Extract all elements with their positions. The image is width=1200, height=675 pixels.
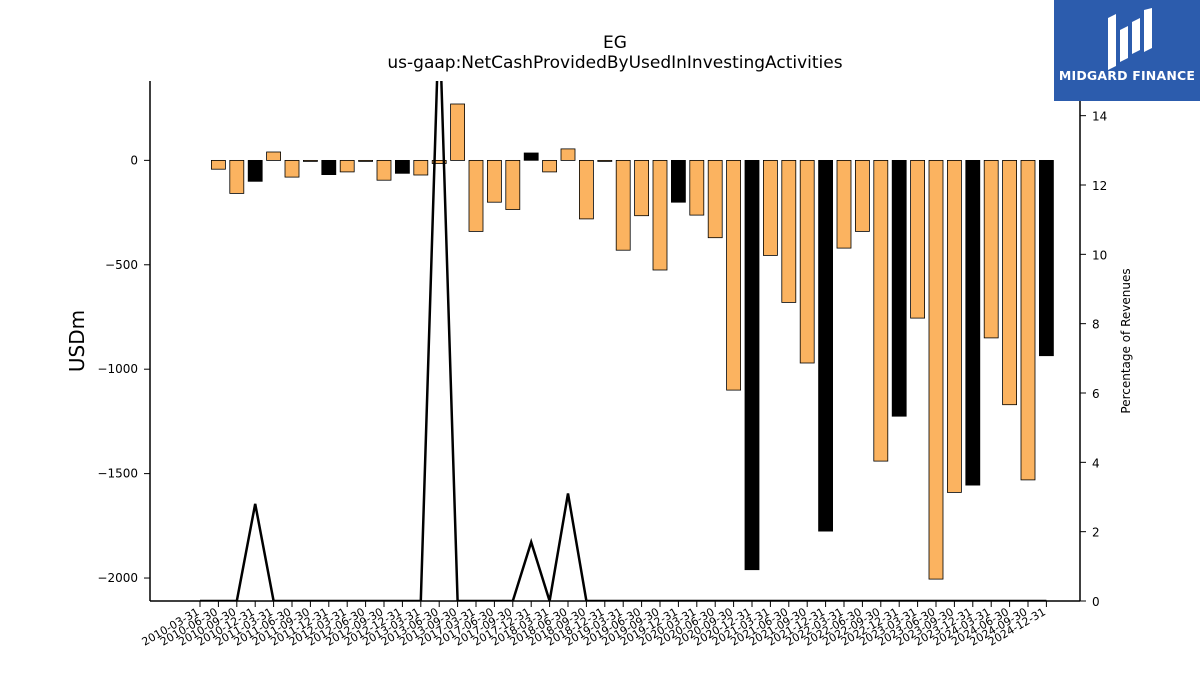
bar [505, 159, 521, 210]
bar [394, 159, 410, 174]
bar [486, 159, 502, 203]
bar [836, 159, 852, 249]
axes-group: 0−500−1000−1500−2000024681012142010-03-3… [97, 81, 1107, 649]
bar [523, 152, 539, 161]
bars-group [210, 103, 1054, 580]
y-right-tick-label: 0 [1092, 595, 1100, 609]
bar [1020, 159, 1036, 481]
bar [910, 159, 925, 319]
bar [597, 159, 613, 162]
y-tick-label: 0 [130, 153, 138, 167]
bar [1039, 159, 1054, 357]
bar [266, 151, 282, 161]
bar [560, 148, 576, 161]
bar [358, 159, 374, 162]
bar [321, 159, 337, 175]
bar [542, 159, 557, 173]
y-right-tick-label: 8 [1092, 318, 1100, 332]
bar [707, 159, 723, 239]
bar [579, 159, 594, 220]
y-tick-label: −2000 [97, 571, 138, 585]
chart-subtitle: us-gaap:NetCashProvidedByUsedInInvesting… [387, 53, 842, 73]
bar [781, 159, 797, 303]
bar [376, 159, 392, 181]
y-right-tick-label: 14 [1092, 110, 1107, 124]
logo: MIDGARD FINANCE [1054, 0, 1200, 101]
bar [671, 159, 686, 203]
bar [763, 159, 778, 256]
bar [210, 159, 226, 170]
bar [634, 159, 649, 217]
logo-mark-icon [1108, 8, 1152, 70]
bar [744, 159, 760, 571]
bar [652, 159, 668, 271]
y-tick-label: −1500 [97, 467, 138, 481]
y-tick-label: −500 [105, 258, 138, 272]
bar [965, 159, 981, 486]
y-right-tick-label: 6 [1092, 387, 1100, 401]
bar [615, 159, 631, 251]
bar [891, 159, 907, 417]
bar [689, 159, 705, 216]
bar [229, 159, 245, 194]
y-axis-label: USDm [65, 310, 89, 372]
bar [983, 159, 999, 339]
y-axis-label-right: Percentage of Revenues [1119, 268, 1133, 413]
bar [726, 159, 741, 391]
y-right-tick-label: 10 [1092, 248, 1107, 262]
bar [468, 159, 484, 232]
bar [947, 159, 962, 493]
y-right-tick-label: 12 [1092, 179, 1107, 193]
logo-text: MIDGARD FINANCE [1058, 68, 1196, 83]
bar [1002, 159, 1017, 406]
bar [855, 159, 870, 232]
bar [873, 159, 889, 462]
y-right-tick-label: 4 [1092, 456, 1100, 470]
bar [928, 159, 944, 580]
y-tick-label: −1000 [97, 362, 138, 376]
bar [284, 159, 300, 178]
bar [818, 159, 833, 532]
bar [431, 159, 447, 164]
bar [413, 159, 429, 176]
bar [339, 159, 355, 173]
bar [799, 159, 815, 364]
chart-title: EG [603, 33, 627, 53]
bar [247, 159, 263, 182]
y-right-tick-label: 2 [1092, 526, 1100, 540]
bar [450, 103, 466, 161]
bar [302, 159, 318, 162]
